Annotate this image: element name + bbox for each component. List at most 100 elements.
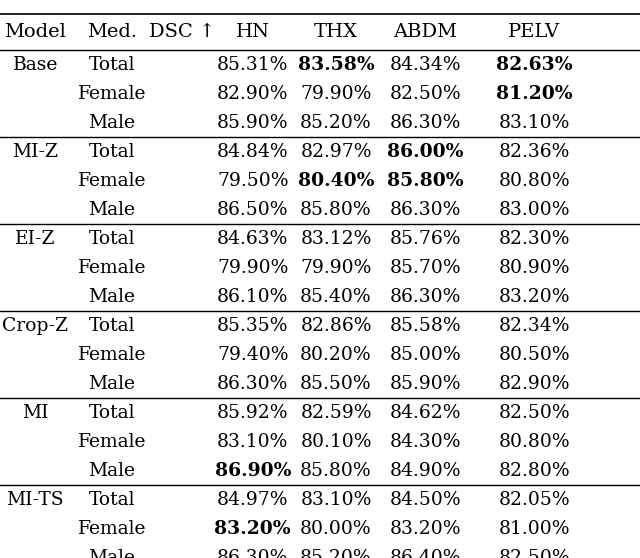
- Text: 82.36%: 82.36%: [499, 143, 570, 161]
- Text: Total: Total: [89, 56, 135, 74]
- Text: 86.10%: 86.10%: [217, 288, 289, 306]
- Text: Female: Female: [77, 85, 147, 103]
- Text: 83.10%: 83.10%: [499, 114, 570, 132]
- Text: 84.63%: 84.63%: [217, 230, 289, 248]
- Text: 84.50%: 84.50%: [390, 491, 461, 509]
- Text: 83.58%: 83.58%: [298, 56, 374, 74]
- Text: 81.20%: 81.20%: [496, 85, 573, 103]
- Text: 82.90%: 82.90%: [499, 375, 570, 393]
- Text: 86.30%: 86.30%: [390, 288, 461, 306]
- Text: Female: Female: [77, 346, 147, 364]
- Text: 82.50%: 82.50%: [499, 549, 570, 558]
- Text: 84.62%: 84.62%: [390, 404, 461, 422]
- Text: 82.30%: 82.30%: [499, 230, 570, 248]
- Text: 83.00%: 83.00%: [499, 201, 570, 219]
- Text: 82.97%: 82.97%: [300, 143, 372, 161]
- Text: Male: Male: [88, 201, 136, 219]
- Text: Total: Total: [89, 491, 135, 509]
- Text: HN: HN: [236, 23, 270, 41]
- Text: Male: Male: [88, 549, 136, 558]
- Text: Male: Male: [88, 288, 136, 306]
- Text: 82.59%: 82.59%: [300, 404, 372, 422]
- Text: Female: Female: [77, 172, 147, 190]
- Text: 80.80%: 80.80%: [499, 433, 570, 451]
- Text: 85.20%: 85.20%: [300, 114, 372, 132]
- Text: 85.58%: 85.58%: [390, 317, 461, 335]
- Text: Female: Female: [77, 259, 147, 277]
- Text: DSC ↑: DSC ↑: [149, 23, 216, 41]
- Text: 82.34%: 82.34%: [499, 317, 570, 335]
- Text: 84.90%: 84.90%: [390, 462, 461, 480]
- Text: Base: Base: [13, 56, 58, 74]
- Text: 86.50%: 86.50%: [217, 201, 289, 219]
- Text: 85.76%: 85.76%: [390, 230, 461, 248]
- Text: 83.20%: 83.20%: [390, 520, 461, 538]
- Text: 85.35%: 85.35%: [217, 317, 289, 335]
- Text: 84.34%: 84.34%: [390, 56, 461, 74]
- Text: Male: Male: [88, 114, 136, 132]
- Text: Male: Male: [88, 462, 136, 480]
- Text: 86.30%: 86.30%: [390, 201, 461, 219]
- Text: Female: Female: [77, 520, 147, 538]
- Text: Female: Female: [77, 433, 147, 451]
- Text: 85.80%: 85.80%: [387, 172, 464, 190]
- Text: 80.50%: 80.50%: [499, 346, 570, 364]
- Text: Male: Male: [88, 375, 136, 393]
- Text: 79.90%: 79.90%: [217, 259, 289, 277]
- Text: 83.20%: 83.20%: [499, 288, 570, 306]
- Text: 80.80%: 80.80%: [499, 172, 570, 190]
- Text: 79.90%: 79.90%: [300, 85, 372, 103]
- Text: 85.92%: 85.92%: [217, 404, 289, 422]
- Text: Total: Total: [89, 317, 135, 335]
- Text: MI-TS: MI-TS: [6, 491, 64, 509]
- Text: 85.80%: 85.80%: [300, 462, 372, 480]
- Text: 80.20%: 80.20%: [300, 346, 372, 364]
- Text: 82.05%: 82.05%: [499, 491, 570, 509]
- Text: ABDM: ABDM: [394, 23, 458, 41]
- Text: 86.90%: 86.90%: [214, 462, 291, 480]
- Text: Med.: Med.: [87, 23, 137, 41]
- Text: THX: THX: [314, 23, 358, 41]
- Text: 80.40%: 80.40%: [298, 172, 374, 190]
- Text: 82.50%: 82.50%: [390, 85, 461, 103]
- Text: 85.20%: 85.20%: [300, 549, 372, 558]
- Text: 80.90%: 80.90%: [499, 259, 570, 277]
- Text: 85.00%: 85.00%: [390, 346, 461, 364]
- Text: 84.97%: 84.97%: [217, 491, 289, 509]
- Text: MI-Z: MI-Z: [12, 143, 58, 161]
- Text: 83.20%: 83.20%: [214, 520, 291, 538]
- Text: 82.63%: 82.63%: [496, 56, 573, 74]
- Text: PELV: PELV: [508, 23, 561, 41]
- Text: 85.90%: 85.90%: [390, 375, 461, 393]
- Text: 85.40%: 85.40%: [300, 288, 372, 306]
- Text: 82.80%: 82.80%: [499, 462, 570, 480]
- Text: 80.00%: 80.00%: [300, 520, 372, 538]
- Text: 79.50%: 79.50%: [217, 172, 289, 190]
- Text: Total: Total: [89, 230, 135, 248]
- Text: 85.70%: 85.70%: [390, 259, 461, 277]
- Text: 85.90%: 85.90%: [217, 114, 289, 132]
- Text: 82.50%: 82.50%: [499, 404, 570, 422]
- Text: 86.30%: 86.30%: [217, 549, 289, 558]
- Text: 79.40%: 79.40%: [217, 346, 289, 364]
- Text: 85.50%: 85.50%: [300, 375, 372, 393]
- Text: MI: MI: [22, 404, 49, 422]
- Text: 80.10%: 80.10%: [300, 433, 372, 451]
- Text: 86.30%: 86.30%: [217, 375, 289, 393]
- Text: Total: Total: [89, 143, 135, 161]
- Text: 83.12%: 83.12%: [300, 230, 372, 248]
- Text: 86.30%: 86.30%: [390, 114, 461, 132]
- Text: 86.40%: 86.40%: [390, 549, 461, 558]
- Text: 79.90%: 79.90%: [300, 259, 372, 277]
- Text: 86.00%: 86.00%: [387, 143, 464, 161]
- Text: 83.10%: 83.10%: [217, 433, 289, 451]
- Text: 81.00%: 81.00%: [499, 520, 570, 538]
- Text: 83.10%: 83.10%: [300, 491, 372, 509]
- Text: EI-Z: EI-Z: [15, 230, 56, 248]
- Text: 85.80%: 85.80%: [300, 201, 372, 219]
- Text: Total: Total: [89, 404, 135, 422]
- Text: 85.31%: 85.31%: [217, 56, 289, 74]
- Text: 82.86%: 82.86%: [300, 317, 372, 335]
- Text: Crop-Z: Crop-Z: [2, 317, 68, 335]
- Text: 82.90%: 82.90%: [217, 85, 289, 103]
